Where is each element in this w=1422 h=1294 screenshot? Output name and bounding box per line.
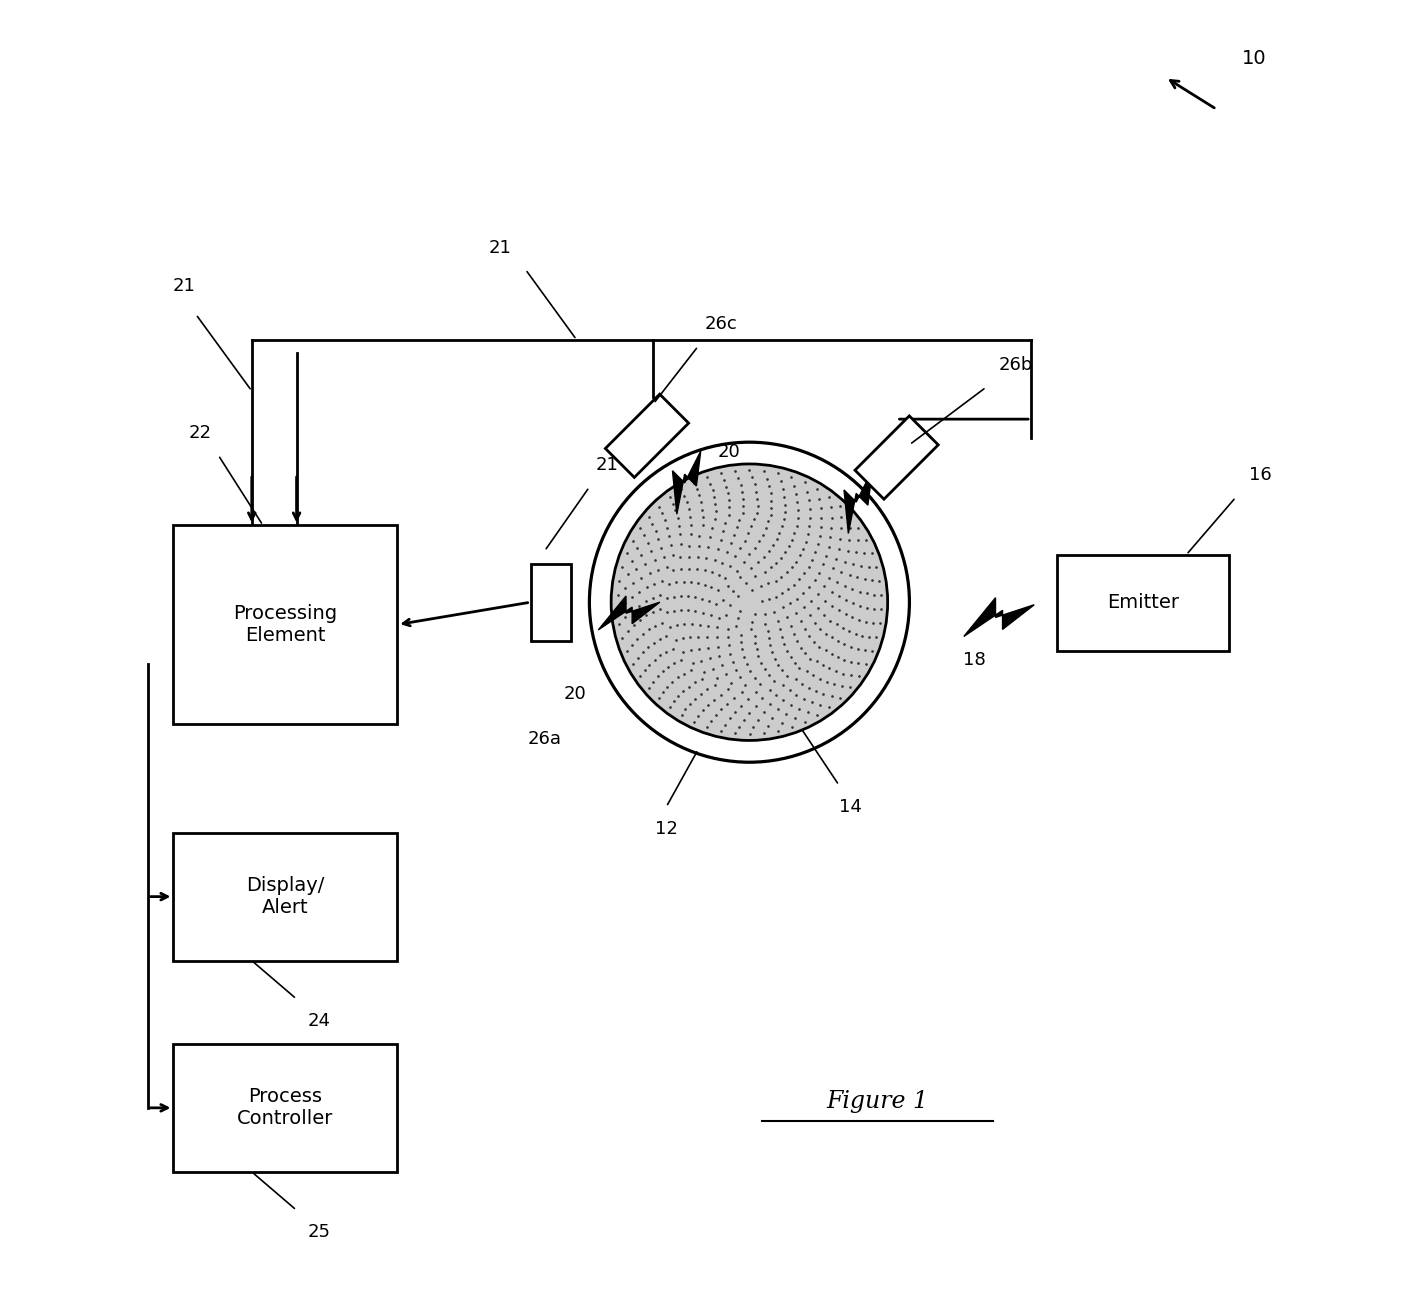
Text: Emitter: Emitter: [1108, 594, 1179, 612]
Text: 26c: 26c: [704, 316, 738, 334]
Polygon shape: [599, 597, 660, 630]
Text: 18: 18: [964, 651, 987, 669]
Polygon shape: [673, 452, 701, 514]
FancyBboxPatch shape: [173, 832, 397, 960]
Text: 10: 10: [1243, 49, 1267, 67]
Polygon shape: [530, 564, 572, 641]
Polygon shape: [964, 598, 1034, 637]
Text: 25: 25: [307, 1223, 331, 1241]
Polygon shape: [855, 415, 939, 499]
Text: 21: 21: [173, 277, 196, 295]
Polygon shape: [845, 471, 872, 533]
Circle shape: [611, 465, 887, 740]
Text: 16: 16: [1249, 466, 1271, 484]
Text: 20: 20: [563, 686, 586, 704]
FancyBboxPatch shape: [173, 525, 397, 723]
Text: 22: 22: [189, 424, 212, 443]
Text: 24: 24: [307, 1012, 331, 1030]
FancyBboxPatch shape: [1057, 555, 1230, 651]
Text: 14: 14: [839, 798, 862, 817]
Polygon shape: [606, 395, 688, 477]
Text: Display/
Alert: Display/ Alert: [246, 876, 324, 917]
Text: 26a: 26a: [528, 730, 562, 748]
Text: 21: 21: [488, 238, 512, 256]
Text: 20: 20: [718, 444, 739, 462]
Text: 26b: 26b: [1000, 356, 1034, 374]
Text: Figure 1: Figure 1: [826, 1090, 929, 1113]
Text: 12: 12: [654, 820, 678, 837]
Text: Processing
Element: Processing Element: [233, 604, 337, 646]
FancyBboxPatch shape: [173, 1044, 397, 1172]
Text: Process
Controller: Process Controller: [237, 1087, 334, 1128]
Text: 21: 21: [596, 457, 619, 474]
